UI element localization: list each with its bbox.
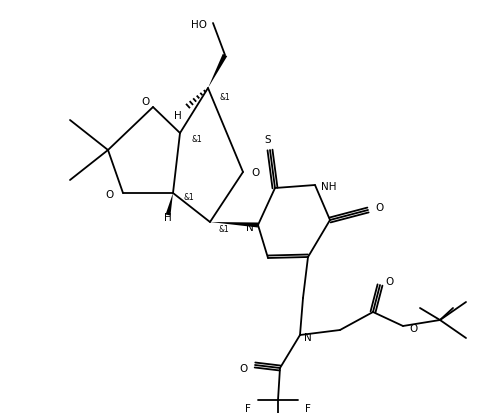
Text: S: S: [265, 135, 271, 145]
Text: NH: NH: [321, 182, 337, 192]
Text: N: N: [246, 223, 254, 233]
Text: O: O: [252, 168, 260, 178]
Text: N: N: [304, 333, 312, 343]
Text: H: H: [174, 111, 182, 121]
Polygon shape: [208, 54, 227, 88]
Text: &1: &1: [192, 135, 202, 143]
Text: O: O: [106, 190, 114, 200]
Polygon shape: [210, 222, 258, 228]
Text: &1: &1: [220, 93, 230, 102]
Text: HO: HO: [191, 20, 207, 30]
Text: O: O: [375, 203, 383, 213]
Text: &1: &1: [219, 225, 229, 235]
Text: O: O: [385, 277, 393, 287]
Text: O: O: [410, 324, 418, 334]
Text: &1: &1: [184, 192, 195, 202]
Text: F: F: [245, 404, 251, 413]
Text: F: F: [305, 404, 311, 413]
Text: H: H: [164, 213, 172, 223]
Text: O: O: [141, 97, 149, 107]
Polygon shape: [165, 193, 173, 216]
Text: O: O: [240, 364, 248, 374]
